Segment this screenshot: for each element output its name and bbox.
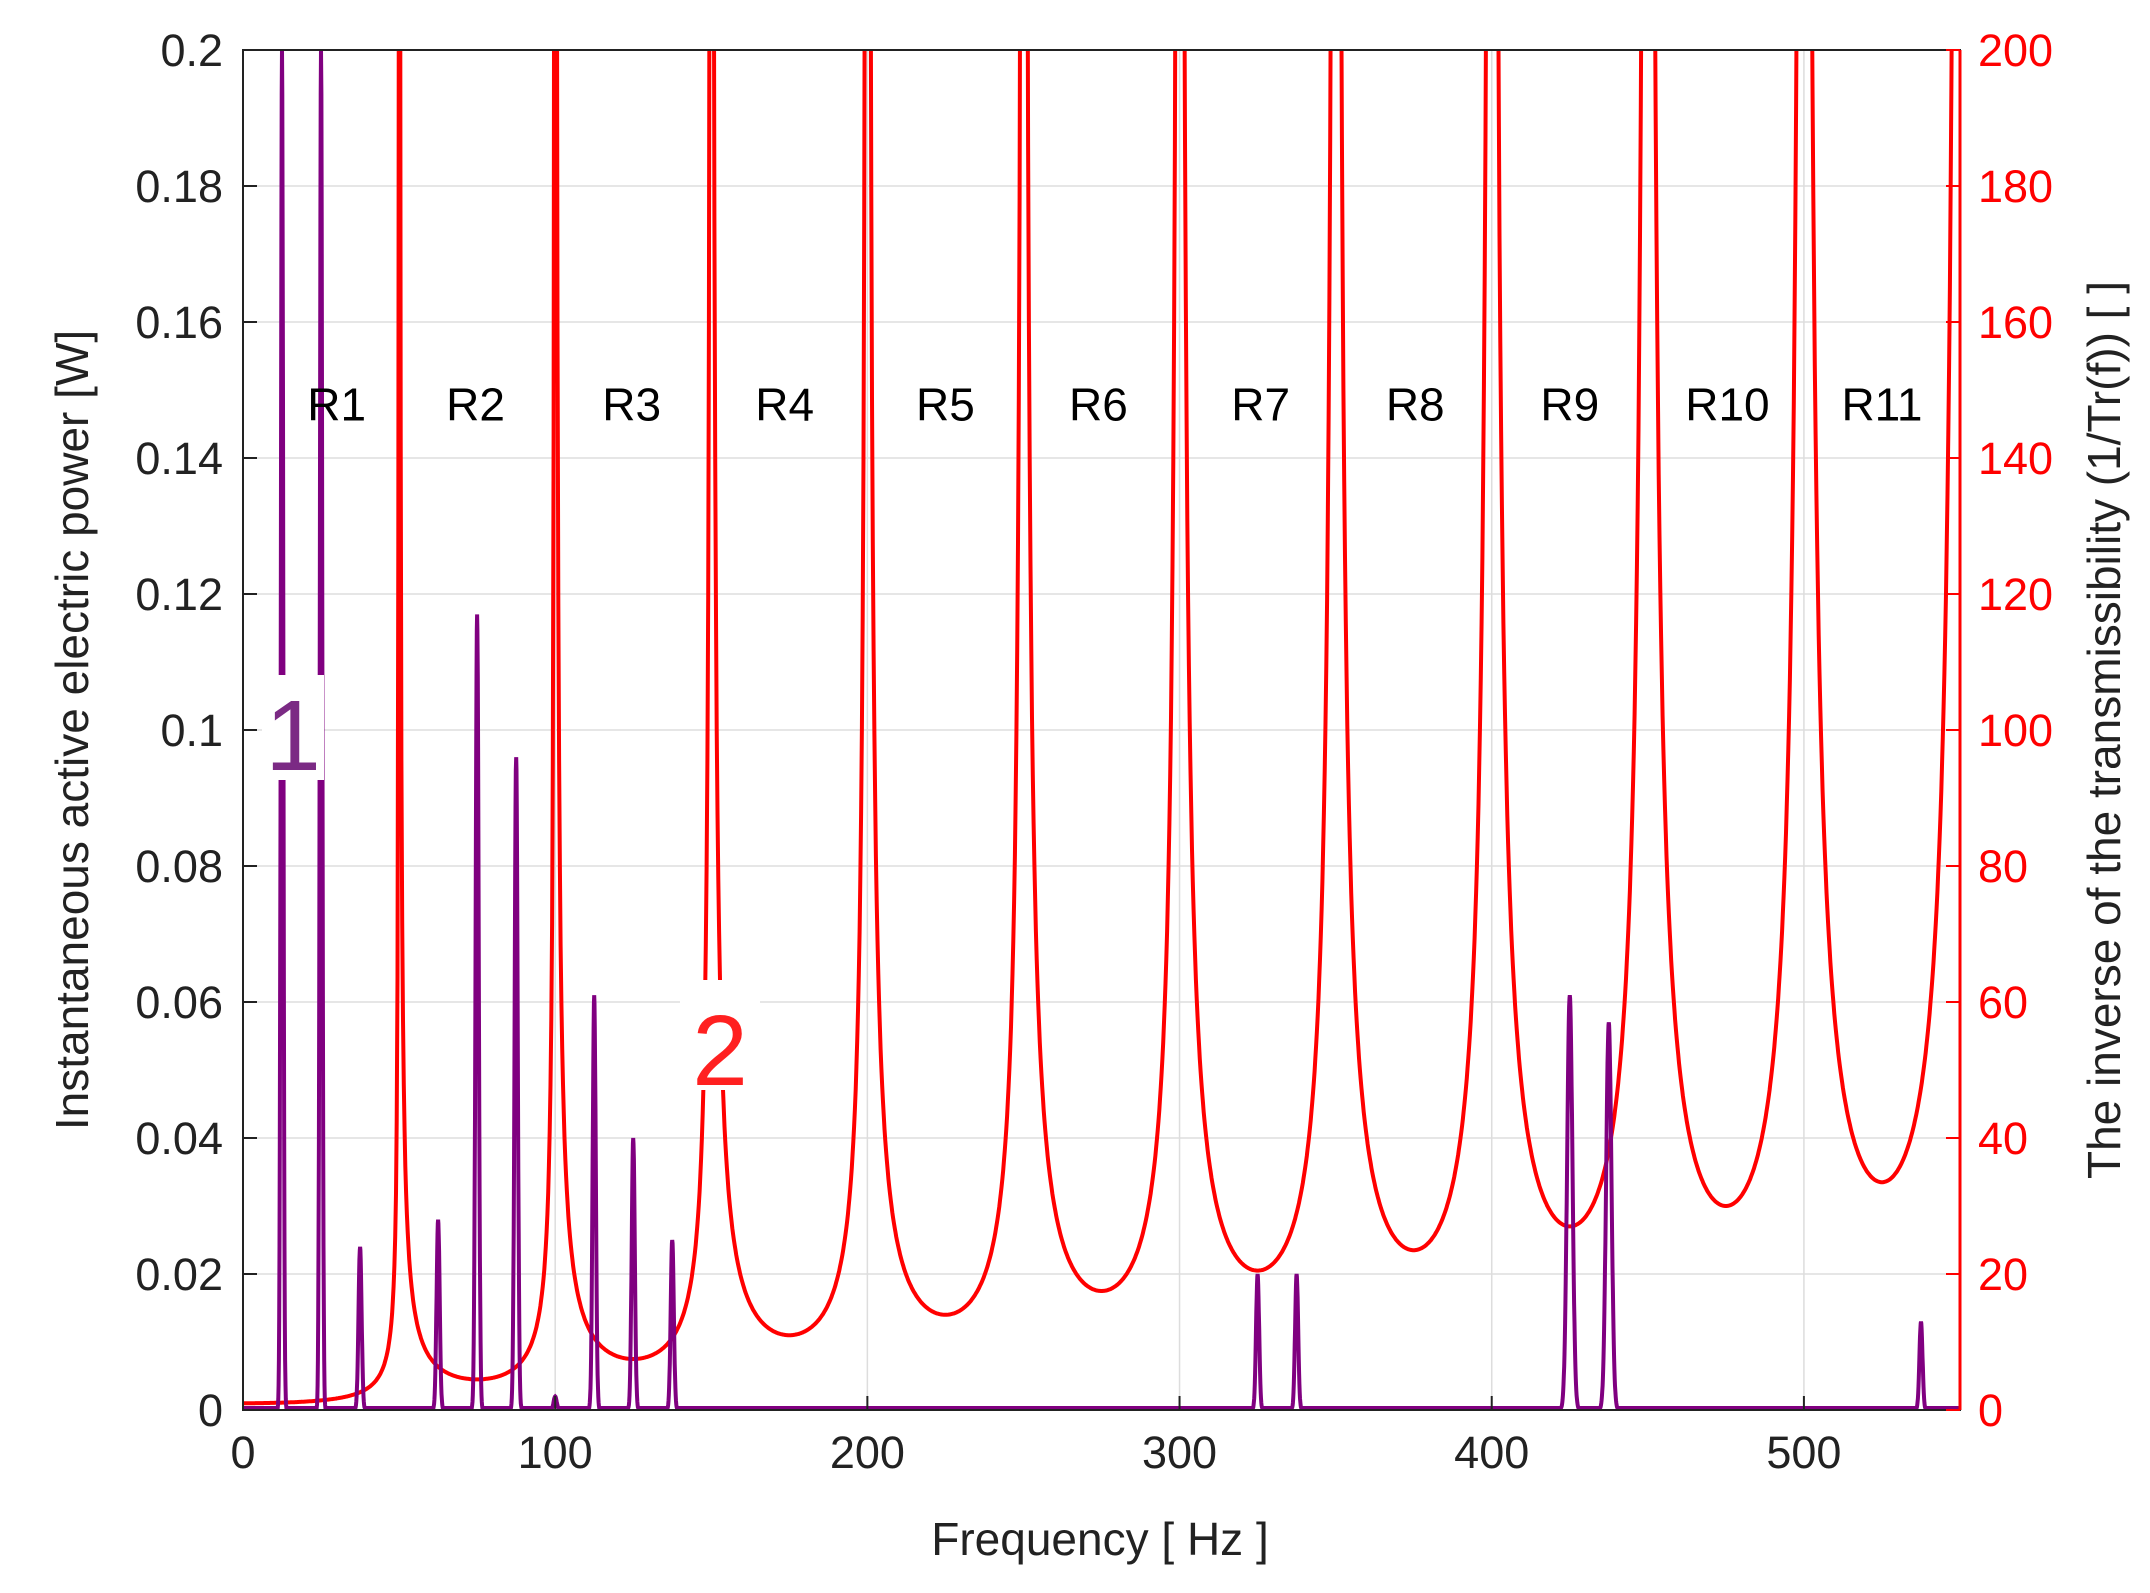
y-left-tick-label: 0.18 [135,161,223,212]
grid-lines [243,50,1960,1410]
region-label: R4 [755,379,814,431]
y-right-tick-label: 100 [1978,705,2053,756]
region-label: R6 [1069,379,1128,431]
region-label: R8 [1386,379,1445,431]
y-left-tick-label: 0.2 [160,25,223,76]
curve-label-2-text: 2 [692,995,748,1107]
region-label: R1 [307,379,366,431]
y-right-tick-label: 180 [1978,161,2053,212]
curve-label-1: 1 [262,675,324,792]
region-label: R9 [1540,379,1599,431]
transmissibility-curve [243,50,1954,1406]
region-label: R3 [602,379,661,431]
x-tick-label: 500 [1766,1427,1841,1478]
y-axis-right-title: The inverse of the transmissibility (1/T… [2078,281,2130,1179]
y-left-tick-label: 0.04 [135,1113,223,1164]
x-tick-label: 100 [518,1427,593,1478]
y-right-tick-label: 20 [1978,1249,2028,1300]
y-right-tick-label: 0 [1978,1385,2003,1436]
region-label: R5 [916,379,975,431]
region-label: R11 [1841,379,1922,431]
region-label: R10 [1685,379,1769,431]
region-labels: R1 R2 R3 R4 R5 R6 R7 R8 R9 R10 R11 [307,379,1922,431]
y-left-tick-label: 0.06 [135,977,223,1028]
power-curve [243,50,1960,1410]
y-left-tick-label: 0.16 [135,297,223,348]
y-axis-left-title: Instantaneous active electric power [W] [46,330,98,1130]
y-left-tick-label: 0.12 [135,569,223,620]
y-right-tick-label: 40 [1978,1113,2028,1164]
x-tick-label: 400 [1454,1427,1529,1478]
axis-ticks: 0 100 200 300 400 50000.020.040.060.080.10.12… [135,25,2053,1478]
region-label: R2 [446,379,505,431]
x-tick-label: 300 [1142,1427,1217,1478]
y-right-tick-label: 60 [1978,977,2028,1028]
y-right-tick-label: 140 [1978,433,2053,484]
curve-label-1-text: 1 [265,680,321,792]
y-right-tick-label: 120 [1978,569,2053,620]
x-tick-label: 0 [230,1427,255,1478]
y-left-tick-label: 0.14 [135,433,223,484]
y-left-tick-label: 0.1 [160,705,223,756]
x-tick-label: 200 [830,1427,905,1478]
y-left-tick-label: 0.02 [135,1249,223,1300]
y-right-tick-label: 200 [1978,25,2053,76]
curve-label-2: 2 [680,980,760,1107]
plot-area [243,50,1960,1410]
y-right-tick-label: 160 [1978,297,2053,348]
region-label: R7 [1231,379,1290,431]
y-left-tick-label: 0 [198,1385,223,1436]
y-left-tick-label: 0.08 [135,841,223,892]
x-axis-title: Frequency [ Hz ] [931,1513,1268,1565]
y-right-tick-label: 80 [1978,841,2028,892]
